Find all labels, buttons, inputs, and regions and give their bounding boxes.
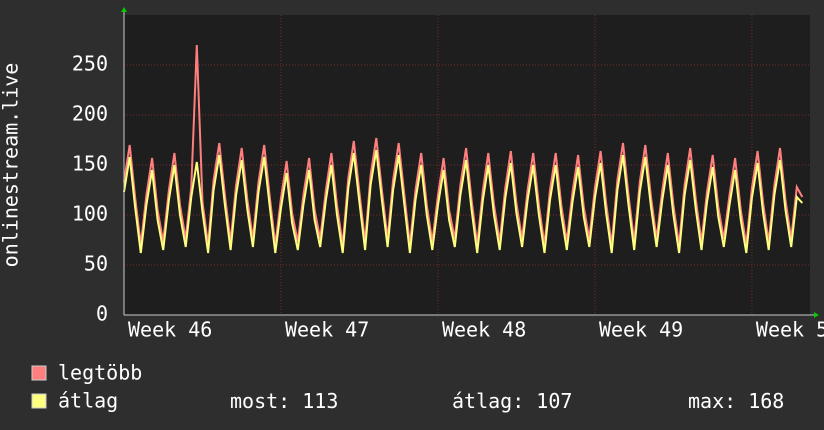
stat-value: 107 <box>536 389 572 413</box>
stat: max: 168 <box>688 389 784 413</box>
x-axis-arrow <box>814 312 819 318</box>
x-tick-label: Week 46 <box>128 318 212 342</box>
y-tick-label: 250 <box>72 52 108 76</box>
series-line <box>123 149 804 254</box>
y-axis-label: onlinestream.live <box>0 63 23 268</box>
legend-label: legtöbb <box>58 361 142 385</box>
y-axis-arrow <box>121 7 127 12</box>
stat-label: most: <box>230 389 290 413</box>
y-tick-label: 200 <box>72 102 108 126</box>
stat: átlag: 107 <box>452 389 572 413</box>
stat-value: 168 <box>748 389 784 413</box>
legend-swatch <box>31 393 47 409</box>
y-tick-label: 150 <box>72 152 108 176</box>
legend-label: átlag <box>58 389 118 413</box>
y-tick-label: 100 <box>72 202 108 226</box>
stat-value: 113 <box>302 389 338 413</box>
y-tick-label: 0 <box>96 302 108 326</box>
x-tick-label: Week 5 <box>756 318 824 342</box>
stat: most: 113 <box>230 389 338 413</box>
y-tick-label: 50 <box>84 252 108 276</box>
series-line <box>123 44 804 246</box>
legend-swatch <box>31 365 47 381</box>
stat-label: max: <box>688 389 736 413</box>
x-tick-label: Week 48 <box>442 318 526 342</box>
stat-label: átlag: <box>452 389 524 413</box>
x-tick-label: Week 47 <box>285 318 369 342</box>
x-tick-label: Week 49 <box>599 318 683 342</box>
